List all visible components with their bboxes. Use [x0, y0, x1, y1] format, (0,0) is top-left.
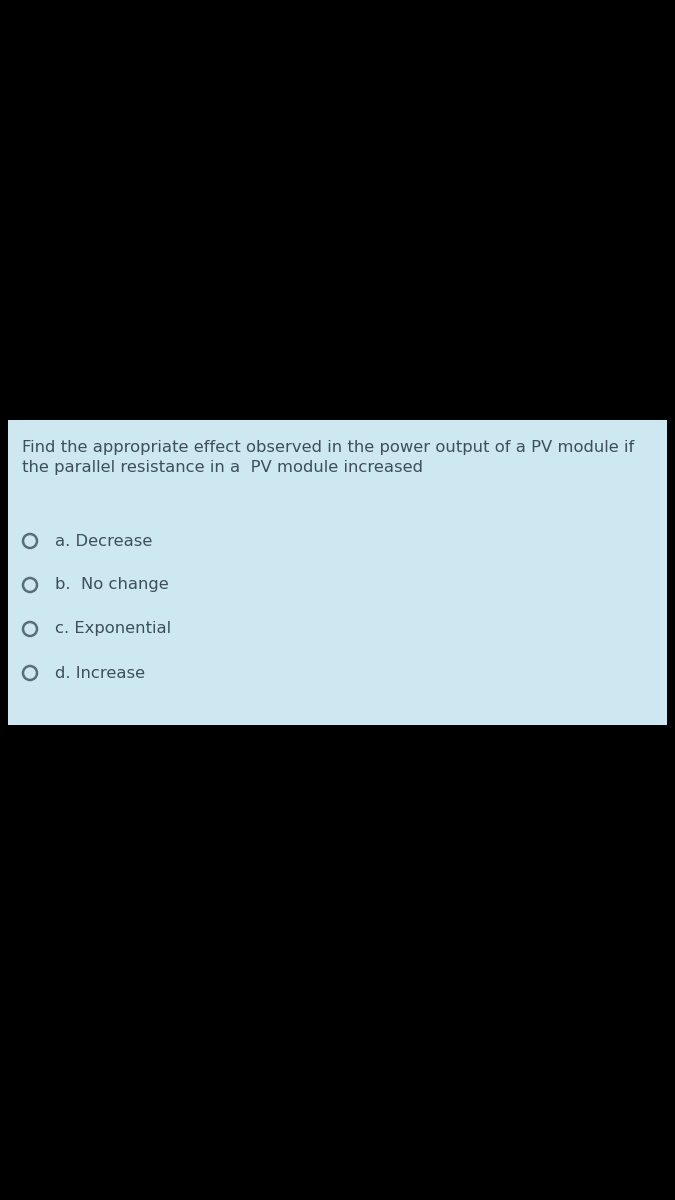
Bar [8, 420, 667, 725]
Text: Find the appropriate effect observed in the power output of a PV module if: Find the appropriate effect observed in … [22, 440, 634, 455]
Text: the parallel resistance in a  PV module increased: the parallel resistance in a PV module i… [22, 460, 423, 475]
Circle shape [23, 666, 37, 680]
Circle shape [23, 534, 37, 548]
Text: c. Exponential: c. Exponential [55, 622, 171, 636]
Text: a. Decrease: a. Decrease [55, 534, 153, 548]
Text: b.  No change: b. No change [55, 577, 169, 593]
Circle shape [23, 622, 37, 636]
Text: d. Increase: d. Increase [55, 666, 145, 680]
Circle shape [23, 578, 37, 592]
